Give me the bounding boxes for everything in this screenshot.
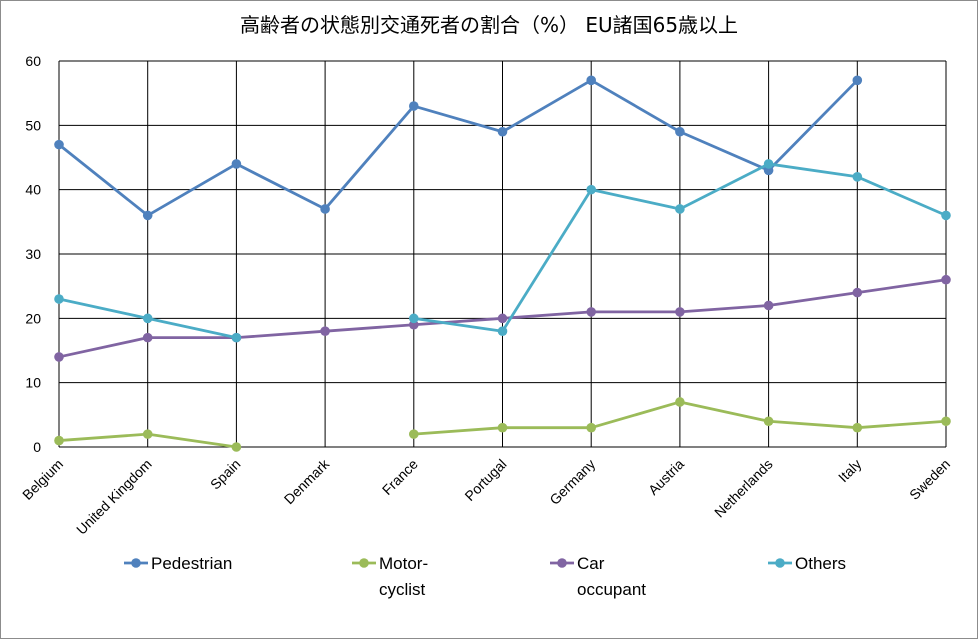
data-point	[142, 210, 153, 221]
data-point	[852, 422, 863, 433]
data-point	[675, 307, 685, 317]
y-tick-label: 30	[25, 246, 41, 262]
chart-title: 高齢者の状態別交通死者の割合（%） EU諸国65歳以上	[240, 13, 738, 37]
data-point	[54, 294, 64, 304]
legend: Pedestrian Motor-cyclist Car occupant Others	[124, 554, 846, 599]
data-point	[941, 210, 951, 221]
x-tick-label: Portugal	[461, 456, 509, 504]
legend-label: Car	[577, 554, 605, 573]
x-axis-ticks: Belgium United Kingdom Spain Denmark France P…	[19, 455, 953, 537]
data-point	[941, 416, 951, 427]
data-point	[675, 204, 685, 214]
data-point	[763, 416, 774, 427]
data-point	[852, 287, 863, 298]
data-point	[586, 422, 596, 433]
y-tick-label: 0	[33, 439, 41, 455]
legend-item: Others	[768, 554, 846, 573]
legend-item: Pedestrian	[124, 554, 232, 573]
x-tick-label: France	[379, 456, 421, 498]
data-point	[231, 332, 242, 343]
y-axis-ticks: 0 10 20 30 40 50 60	[25, 53, 41, 455]
y-tick-label: 50	[25, 117, 41, 133]
x-tick-label: Denmark	[281, 455, 333, 507]
data-point	[763, 300, 774, 311]
legend-label: occupant	[577, 580, 646, 599]
data-point	[586, 307, 596, 317]
legend-point-marker	[557, 558, 567, 568]
data-point	[320, 204, 330, 214]
x-tick-label: Belgium	[19, 456, 66, 503]
data-point	[54, 139, 64, 150]
y-tick-label: 10	[25, 375, 41, 391]
legend-point-marker	[131, 558, 141, 568]
x-tick-label: Netherlands	[711, 456, 776, 521]
data-point	[497, 313, 508, 324]
data-point	[852, 172, 863, 182]
series-line	[58, 78, 859, 217]
data-point	[763, 159, 774, 169]
data-point	[54, 352, 64, 362]
data-point	[320, 326, 330, 337]
data-point	[586, 75, 596, 86]
data-point	[142, 313, 153, 324]
x-tick-label: Austria	[645, 456, 687, 498]
data-point	[409, 429, 419, 439]
data-point	[941, 274, 951, 285]
legend-point-marker	[359, 558, 369, 568]
data-point	[231, 159, 242, 169]
series-others	[54, 159, 951, 343]
data-point	[409, 313, 419, 324]
x-tick-label: Sweden	[906, 456, 953, 503]
legend-label: Pedestrian	[151, 554, 232, 573]
y-tick-label: 40	[25, 182, 41, 198]
series-pedestrian	[54, 75, 863, 221]
data-point	[231, 442, 242, 452]
legend-point-marker	[775, 558, 785, 568]
x-tick-label: United Kingdom	[73, 456, 155, 538]
data-point	[675, 397, 685, 407]
y-tick-label: 60	[25, 53, 41, 69]
series-motor-cyclist	[54, 397, 951, 452]
series-car-occupant	[54, 274, 951, 362]
grid	[58, 60, 947, 448]
data-point	[142, 332, 153, 343]
legend-label: cyclist	[379, 580, 426, 599]
legend-item: Car occupant	[550, 554, 646, 599]
x-tick-label: Spain	[207, 456, 244, 493]
x-tick-label: Germany	[546, 456, 598, 508]
data-point	[497, 422, 508, 433]
data-point	[142, 429, 153, 439]
data-point	[409, 101, 419, 111]
x-tick-label: Italy	[835, 456, 864, 485]
legend-label: Motor-	[379, 554, 428, 573]
legend-label: Others	[795, 554, 846, 573]
legend-item: Motor-cyclist	[352, 554, 428, 599]
series-layer	[54, 75, 951, 452]
data-point	[675, 126, 685, 137]
y-tick-label: 20	[25, 310, 41, 326]
data-point	[54, 435, 64, 446]
data-point	[586, 184, 596, 195]
data-point	[497, 126, 508, 137]
data-point	[497, 326, 508, 337]
data-point	[852, 75, 863, 86]
